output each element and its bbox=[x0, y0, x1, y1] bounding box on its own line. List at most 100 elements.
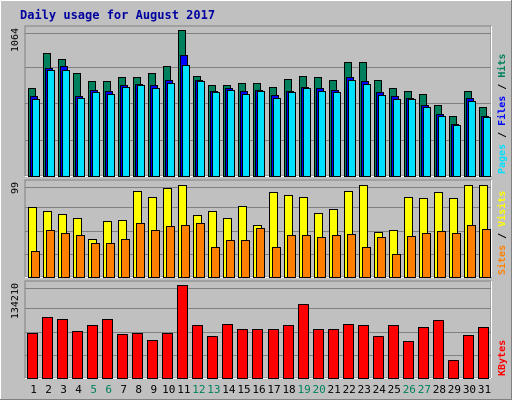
bar-pages-day-28 bbox=[438, 116, 446, 177]
bar-sites-day-22 bbox=[347, 234, 356, 278]
x-tick-label-13: 13 bbox=[207, 383, 220, 396]
x-tick-label-28: 28 bbox=[433, 383, 446, 396]
x-tick-label-25: 25 bbox=[388, 383, 401, 396]
bar-kbytes-day-18 bbox=[283, 325, 294, 379]
bar-sites-day-5 bbox=[91, 243, 100, 278]
bar-sites-day-21 bbox=[332, 235, 341, 278]
bar-kbytes-day-17 bbox=[268, 329, 279, 379]
legend-separator: / bbox=[497, 227, 508, 245]
bar-pages-day-1 bbox=[32, 99, 40, 177]
bar-kbytes-day-4 bbox=[72, 331, 83, 379]
bar-pages-day-27 bbox=[423, 107, 431, 177]
bar-kbytes-day-19 bbox=[298, 304, 309, 379]
bar-kbytes-day-5 bbox=[87, 325, 98, 379]
bar-sites-day-13 bbox=[211, 247, 220, 278]
bar-sites-day-20 bbox=[317, 237, 326, 278]
bar-kbytes-day-21 bbox=[328, 329, 339, 379]
bar-sites-day-27 bbox=[422, 233, 431, 278]
bar-pages-day-24 bbox=[378, 95, 386, 177]
bar-kbytes-day-9 bbox=[147, 340, 158, 379]
bar-sites-day-7 bbox=[121, 239, 130, 278]
bar-kbytes-day-15 bbox=[237, 329, 248, 379]
x-tick-label-20: 20 bbox=[313, 383, 326, 396]
bar-pages-day-17 bbox=[273, 98, 281, 177]
bar-sites-day-10 bbox=[166, 226, 175, 278]
x-tick-label-16: 16 bbox=[252, 383, 265, 396]
x-tick-label-8: 8 bbox=[135, 383, 142, 396]
bar-kbytes-day-28 bbox=[433, 320, 444, 379]
bar-kbytes-day-13 bbox=[207, 336, 218, 379]
x-tick-label-12: 12 bbox=[192, 383, 205, 396]
x-tick-label-14: 14 bbox=[222, 383, 236, 396]
bar-pages-day-7 bbox=[122, 87, 130, 177]
x-tick-label-24: 24 bbox=[373, 383, 387, 396]
bar-sites-day-6 bbox=[106, 243, 115, 278]
x-tick-label-29: 29 bbox=[448, 383, 461, 396]
bar-sites-day-26 bbox=[407, 236, 416, 278]
panel-kbytes-legend: KBytes bbox=[497, 340, 508, 376]
legend-hits: Hits bbox=[496, 54, 508, 78]
bar-sites-day-31 bbox=[482, 229, 491, 278]
bar-pages-day-14 bbox=[227, 90, 235, 177]
panel-visits-max-label: 99 bbox=[10, 182, 21, 194]
bar-sites-day-15 bbox=[241, 240, 250, 278]
x-tick-label-11: 11 bbox=[177, 383, 190, 396]
bar-sites-day-3 bbox=[61, 233, 70, 278]
bar-sites-day-24 bbox=[377, 237, 386, 278]
bar-kbytes-day-30 bbox=[463, 335, 474, 379]
bar-pages-day-6 bbox=[107, 94, 115, 177]
bar-pages-day-9 bbox=[152, 88, 160, 177]
bar-sites-day-29 bbox=[452, 233, 461, 278]
bar-kbytes-day-6 bbox=[102, 319, 113, 379]
bar-sites-day-1 bbox=[31, 251, 40, 278]
bar-kbytes-day-24 bbox=[373, 336, 384, 379]
bar-kbytes-day-11 bbox=[177, 285, 188, 379]
bar-sites-day-17 bbox=[272, 247, 281, 278]
x-tick-label-27: 27 bbox=[418, 383, 431, 396]
bar-pages-day-5 bbox=[92, 92, 100, 177]
bar-pages-day-15 bbox=[242, 94, 250, 177]
bar-pages-day-18 bbox=[288, 92, 296, 177]
bar-kbytes-day-12 bbox=[192, 325, 203, 379]
bar-kbytes-day-8 bbox=[132, 333, 143, 379]
x-tick-label-15: 15 bbox=[237, 383, 250, 396]
bar-sites-day-18 bbox=[287, 235, 296, 278]
panel-hits-max-label: 1064 bbox=[10, 28, 21, 52]
bar-kbytes-day-25 bbox=[388, 325, 399, 379]
bar-pages-day-20 bbox=[318, 91, 326, 177]
x-tick-label-31: 31 bbox=[478, 383, 491, 396]
bar-pages-day-3 bbox=[62, 70, 70, 177]
bar-pages-day-19 bbox=[303, 88, 311, 177]
bar-pages-day-26 bbox=[408, 99, 416, 177]
bar-sites-day-28 bbox=[437, 231, 446, 278]
legend-separator: / bbox=[497, 126, 508, 144]
bar-pages-day-8 bbox=[137, 85, 145, 177]
bar-kbytes-day-27 bbox=[418, 327, 429, 379]
legend-visits: Visits bbox=[496, 191, 508, 227]
bar-kbytes-day-1 bbox=[27, 333, 38, 379]
bar-kbytes-day-3 bbox=[57, 319, 68, 379]
x-tick-label-30: 30 bbox=[463, 383, 476, 396]
x-tick-label-4: 4 bbox=[75, 383, 82, 396]
x-tick-label-3: 3 bbox=[60, 383, 67, 396]
x-tick-label-26: 26 bbox=[403, 383, 416, 396]
x-tick-label-23: 23 bbox=[358, 383, 371, 396]
bar-sites-day-14 bbox=[226, 240, 235, 278]
legend-separator: / bbox=[497, 78, 508, 96]
x-tick-label-18: 18 bbox=[282, 383, 295, 396]
bar-kbytes-day-2 bbox=[42, 317, 53, 379]
chart-title: Daily usage for August 2017 bbox=[20, 8, 215, 22]
bar-sites-day-19 bbox=[302, 235, 311, 278]
bar-pages-day-11 bbox=[182, 65, 190, 177]
bar-sites-day-25 bbox=[392, 254, 401, 278]
bar-sites-day-30 bbox=[467, 225, 476, 278]
bar-kbytes-day-16 bbox=[252, 329, 263, 379]
bar-pages-day-30 bbox=[468, 101, 476, 177]
panel-hits-legend: Pages / Files / Hits bbox=[496, 54, 508, 174]
bar-kbytes-day-26 bbox=[403, 341, 414, 379]
bar-sites-day-11 bbox=[181, 225, 190, 278]
bar-kbytes-day-31 bbox=[478, 327, 489, 379]
bar-pages-day-23 bbox=[363, 84, 371, 177]
